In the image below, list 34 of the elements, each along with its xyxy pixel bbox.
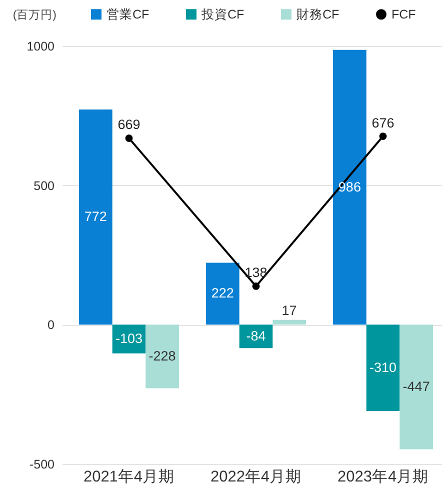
y-tick-label: 500 [34,178,55,193]
data-label: -84 [246,328,266,344]
data-label: -310 [369,360,397,375]
point [252,282,260,290]
bar [400,324,433,450]
legend-label: 投資CF [200,7,245,22]
y-tick-label: 0 [48,318,55,332]
bar [366,324,400,412]
data-label: 222 [211,286,234,301]
x-tick-label: 2022年4月期 [210,468,302,486]
bar [333,50,366,325]
legend-label: 財務CF [296,7,340,22]
x-tick-label: 2021年4月期 [83,468,175,486]
y-tick-label: -500 [29,458,55,472]
data-label: -228 [148,348,176,364]
legend-label: FCF [392,7,416,22]
data-label: 676 [372,115,394,130]
x-tick-label: 2023年4月期 [337,468,429,486]
bar [146,324,179,388]
data-label: 17 [282,302,297,318]
bar [79,110,112,325]
data-label: -447 [402,378,430,394]
data-label: -103 [115,331,143,346]
y-axis-title: (百万円) [12,8,57,22]
point [379,132,387,140]
data-label: 138 [244,265,268,280]
data-label: 669 [118,117,140,132]
point [125,134,133,142]
legend-label: 営業CF [106,7,150,22]
y-tick-label: 1000 [26,40,55,54]
bar [272,320,306,325]
data-label: 772 [84,209,107,224]
data-label: 986 [338,179,361,194]
bar [206,262,240,325]
